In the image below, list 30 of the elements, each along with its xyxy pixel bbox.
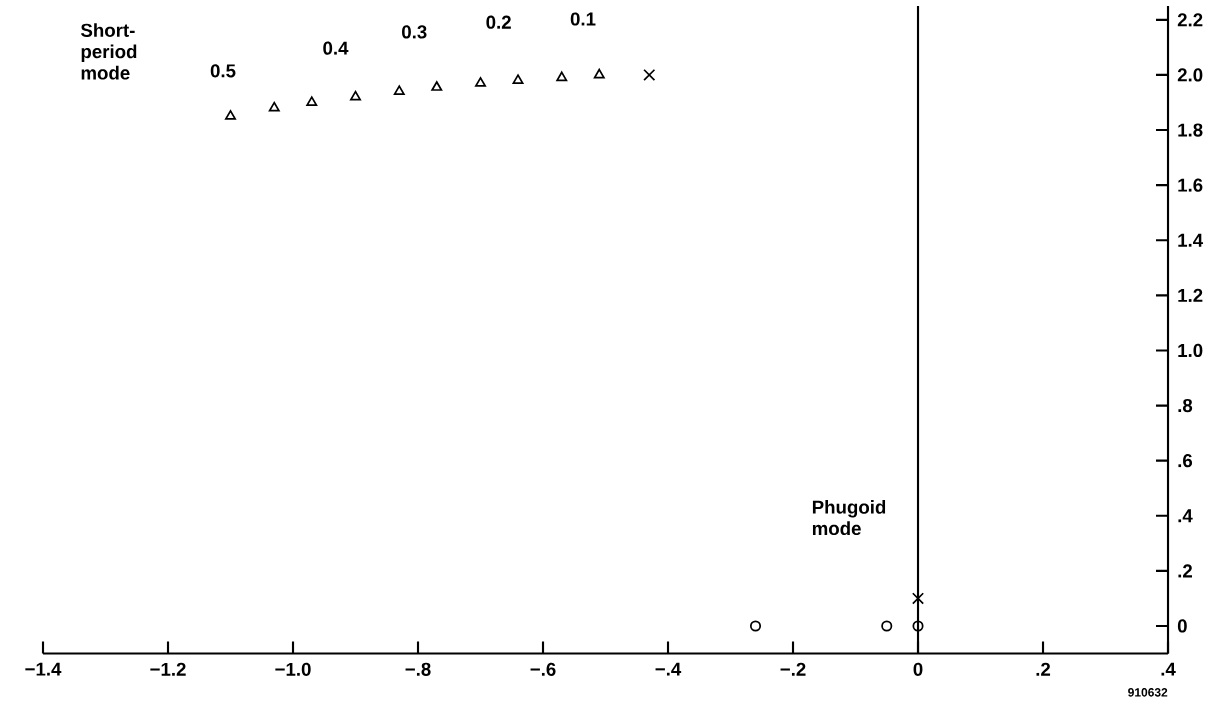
y-tick-label: .8 (1178, 398, 1193, 413)
annotation: Short-period mode (80, 23, 137, 80)
annotation: 0.1 (570, 12, 596, 26)
annotation: 0.2 (486, 15, 511, 29)
x-tick-label: −.8 (405, 662, 431, 676)
y-tick-label: 2.2 (1177, 13, 1203, 27)
y-tick-label: 1.2 (1178, 288, 1203, 302)
x-tick-label: .2 (1036, 662, 1051, 676)
x-tick-label: −.2 (780, 662, 806, 676)
annotation: 0.5 (210, 64, 236, 78)
x-tick-label: −1.4 (25, 662, 62, 676)
y-tick-label: .2 (1178, 564, 1192, 578)
annotation: Phugoid mode (812, 500, 886, 536)
y-tick-label: .4 (1178, 509, 1193, 523)
y-tick-label: 0 (1177, 619, 1187, 633)
text: 910632 (1128, 688, 1168, 697)
y-tick-label: 1.0 (1178, 343, 1203, 358)
x-tick-label: .4 (1161, 662, 1176, 676)
y-tick-label: .6 (1178, 454, 1193, 468)
y-tick-label: 1.8 (1178, 123, 1203, 137)
y-tick-label: 1.6 (1178, 178, 1203, 192)
x-tick-label: 0 (913, 662, 923, 676)
y-tick-label: 1.4 (1178, 233, 1204, 247)
x-tick-label: −1.2 (150, 662, 186, 676)
annotation: 0.3 (402, 25, 427, 39)
x-tick-label: −.4 (655, 662, 682, 676)
y-tick-label: 2.0 (1177, 68, 1203, 82)
annotation: 0.4 (323, 41, 349, 55)
x-tick-label: −.6 (530, 662, 556, 676)
x-tick-label: −1.0 (275, 662, 311, 676)
